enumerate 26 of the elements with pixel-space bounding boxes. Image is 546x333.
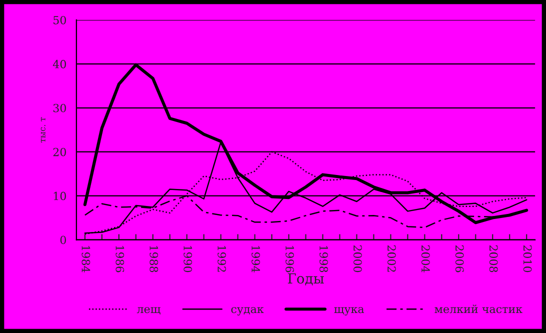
x-tick-label: 2004 (421, 245, 430, 272)
legend-label: щука (334, 307, 364, 316)
legend-label: лещ (136, 307, 160, 315)
x-tick-label: 1998 (320, 246, 328, 272)
x-tick-label: 1994 (252, 246, 260, 272)
y-tick-label: 50 (54, 16, 66, 24)
y-tick-label: 20 (53, 148, 66, 156)
y-axis-title: тыс. т (40, 117, 46, 142)
x-tick-label: 1996 (286, 246, 294, 272)
x-tick-label: 1988 (150, 246, 158, 272)
x-tick-label: 2010 (523, 245, 532, 272)
legend-label: мелкий частик (434, 304, 522, 314)
x-tick-label: 1990 (184, 246, 192, 272)
x-tick-label: 1984 (82, 246, 90, 272)
x-tick-label: 2002 (387, 245, 396, 272)
x-tick-label: 1986 (116, 246, 124, 272)
x-tick-label: 2008 (489, 245, 498, 272)
y-tick-label: 0 (60, 236, 66, 244)
x-tick-label: 1992 (218, 246, 226, 272)
legend-label: судак (231, 307, 264, 316)
x-tick-label: 2000 (353, 245, 362, 272)
y-tick-label: 40 (52, 60, 66, 68)
x-tick-label: 2006 (455, 245, 464, 272)
y-tick-label: 10 (54, 192, 66, 200)
y-tick-label: 30 (53, 104, 66, 112)
x-axis-title: Годы (288, 273, 324, 286)
